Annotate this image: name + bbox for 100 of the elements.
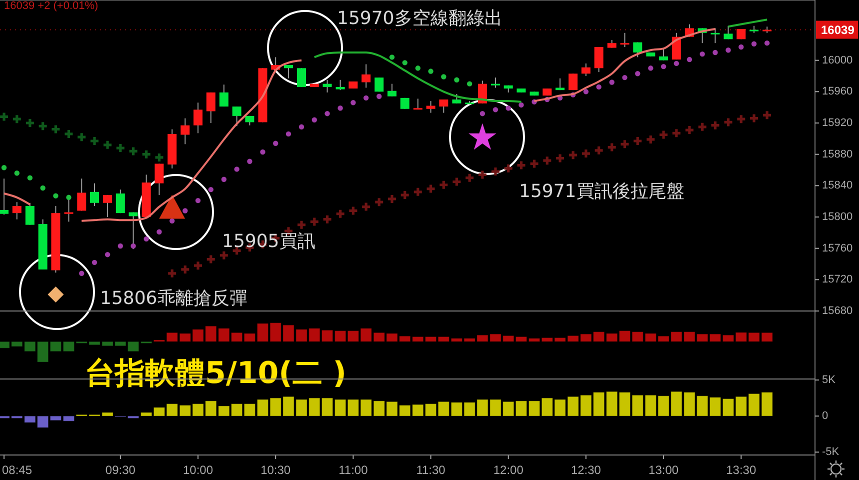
point xyxy=(104,252,110,258)
point xyxy=(12,114,22,124)
y-tick-label: 15920 xyxy=(822,116,853,129)
point xyxy=(48,286,64,303)
candlestick xyxy=(633,42,642,58)
candlestick xyxy=(413,98,422,110)
point xyxy=(273,140,278,146)
point xyxy=(154,152,165,163)
point xyxy=(309,216,320,227)
point xyxy=(658,129,669,140)
point xyxy=(296,220,307,230)
x-tick-label: 09:30 xyxy=(105,463,136,477)
point xyxy=(24,118,36,128)
point xyxy=(128,146,139,156)
point xyxy=(648,66,654,71)
candlestick xyxy=(297,68,306,88)
x-tick-label: 10:00 xyxy=(182,463,214,477)
candlestick xyxy=(659,47,668,61)
point xyxy=(182,208,188,214)
point xyxy=(622,74,628,80)
point xyxy=(102,140,113,150)
point xyxy=(454,77,460,83)
point xyxy=(195,198,201,204)
point xyxy=(180,264,190,275)
y-tick-label: 0 xyxy=(822,410,828,422)
point xyxy=(386,194,398,204)
point xyxy=(0,111,10,122)
point xyxy=(89,136,100,146)
candlestick xyxy=(362,64,371,88)
point xyxy=(118,243,124,249)
candlestick xyxy=(581,62,590,76)
candlestick xyxy=(116,189,125,214)
candlestick xyxy=(12,202,22,220)
point xyxy=(144,236,149,242)
point xyxy=(208,186,214,192)
point xyxy=(156,229,162,234)
point xyxy=(477,169,488,180)
point xyxy=(66,194,72,200)
point xyxy=(438,180,449,190)
candlestick xyxy=(154,163,164,196)
candlestick xyxy=(90,182,100,207)
point xyxy=(14,170,20,176)
annotation: 15971買訊後拉尾盤 xyxy=(519,181,684,202)
point xyxy=(674,60,680,66)
candlestick xyxy=(103,194,112,218)
point xyxy=(528,158,540,170)
point xyxy=(247,158,252,164)
point xyxy=(324,110,330,116)
point xyxy=(490,166,501,177)
candlestick xyxy=(25,202,34,226)
point xyxy=(464,172,475,184)
ref-line-label: 16039 xyxy=(821,22,855,37)
y-tick-label: 15680 xyxy=(822,305,853,317)
point xyxy=(722,116,734,128)
x-tick-label: 13:30 xyxy=(726,463,756,477)
point xyxy=(376,94,382,99)
point xyxy=(480,110,486,116)
point xyxy=(350,100,356,106)
point xyxy=(736,114,746,124)
point xyxy=(596,84,602,90)
point xyxy=(441,74,446,80)
point xyxy=(298,124,304,130)
y-tick-label: 16000 xyxy=(822,54,853,66)
candlestick xyxy=(452,94,462,104)
y-tick-label: 15880 xyxy=(822,148,853,160)
candlestick xyxy=(336,79,345,91)
candlestick xyxy=(206,92,216,124)
point xyxy=(360,202,372,212)
point xyxy=(660,64,666,70)
point xyxy=(115,142,126,154)
point xyxy=(374,196,384,208)
point xyxy=(518,102,524,108)
point xyxy=(425,183,436,194)
point xyxy=(400,190,410,200)
annotation: 15905買訊 xyxy=(222,231,316,252)
x-tick-label: 13:00 xyxy=(648,463,679,477)
y-tick-label: -5K xyxy=(822,446,840,458)
candlestick xyxy=(77,178,86,212)
candlestick xyxy=(490,77,500,88)
y-tick-label: 15760 xyxy=(822,242,853,254)
point xyxy=(38,120,48,132)
x-tick-label: 11:00 xyxy=(338,463,368,477)
x-tick-label: 11:30 xyxy=(416,463,446,477)
point xyxy=(619,138,630,150)
y-tick-label: 15840 xyxy=(822,180,853,192)
point xyxy=(748,112,760,124)
x-tick-label: 08:45 xyxy=(2,463,32,477)
candlestick xyxy=(284,64,293,79)
point xyxy=(363,95,369,101)
point xyxy=(606,142,618,153)
point xyxy=(751,41,757,46)
point xyxy=(492,107,498,112)
candlestick xyxy=(194,102,203,134)
candlestick xyxy=(620,32,630,48)
point xyxy=(63,128,74,140)
point xyxy=(27,175,33,180)
point xyxy=(234,166,240,172)
point xyxy=(428,68,434,74)
candlestick xyxy=(426,100,436,114)
point xyxy=(764,40,770,46)
